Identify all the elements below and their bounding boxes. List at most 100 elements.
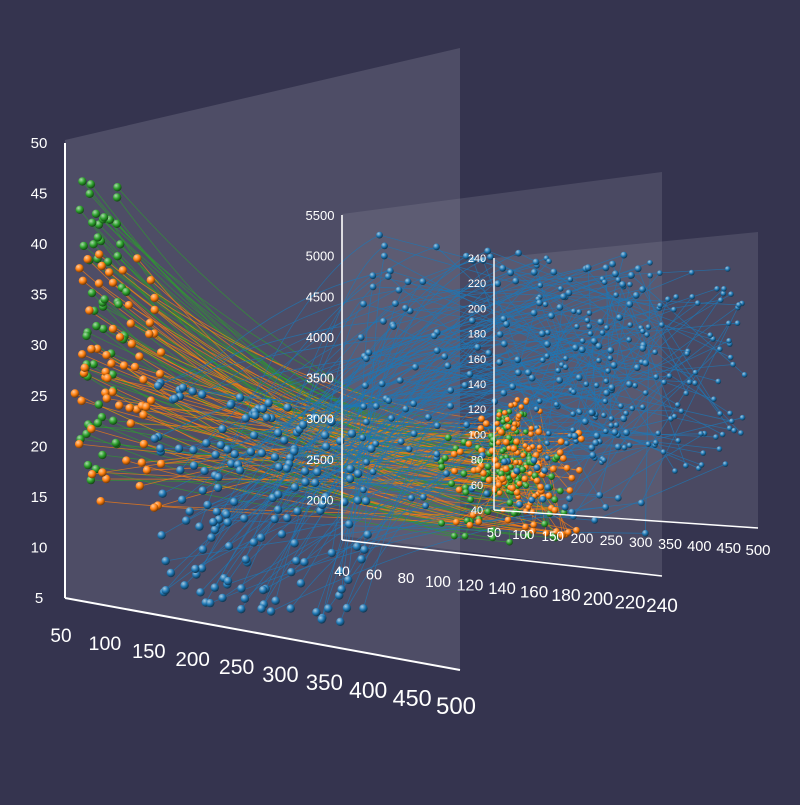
data-point (519, 466, 527, 473)
data-point (85, 306, 94, 315)
y-tick-label: 20 (31, 438, 48, 455)
data-point (390, 323, 397, 330)
data-point (536, 299, 543, 307)
data-point (118, 266, 128, 275)
data-point (717, 297, 724, 304)
data-point (623, 410, 629, 417)
data-point (484, 508, 492, 516)
data-point (506, 499, 514, 507)
data-point (94, 400, 104, 409)
data-point (529, 527, 537, 535)
data-point (483, 490, 491, 497)
data-point (541, 467, 549, 474)
data-point (588, 444, 596, 452)
data-point (259, 585, 268, 595)
y-tick-label: 35 (31, 287, 48, 304)
data-point (317, 615, 326, 624)
data-point (504, 416, 511, 423)
data-point (683, 462, 689, 469)
connection-line (214, 416, 720, 531)
data-point (618, 403, 624, 409)
data-point (336, 567, 345, 576)
data-point (647, 260, 653, 266)
data-point (385, 397, 393, 404)
x-tick-label: 200 (571, 531, 594, 546)
connection-line (227, 322, 738, 523)
data-point (290, 483, 300, 492)
connection-line (294, 259, 550, 544)
data-point (508, 402, 514, 409)
data-point (479, 452, 486, 459)
data-point (523, 508, 529, 515)
y-tick-label: 4000 (306, 331, 334, 345)
data-point (226, 400, 235, 410)
y-tick-label: 40 (31, 236, 48, 253)
data-point (89, 240, 98, 249)
data-point (565, 289, 573, 297)
data-point (523, 429, 529, 435)
data-point (528, 496, 536, 504)
data-point (628, 271, 635, 279)
x-tick-label: 450 (716, 541, 741, 557)
data-point (300, 467, 310, 476)
data-point (161, 556, 170, 566)
connection-line (223, 262, 651, 579)
data-point (188, 387, 197, 396)
data-point (223, 576, 233, 586)
data-point (444, 434, 452, 442)
data-point (523, 399, 529, 405)
data-point (728, 291, 734, 298)
data-point (468, 485, 476, 493)
data-point (553, 528, 560, 535)
data-point (586, 323, 592, 330)
data-point (422, 502, 429, 510)
x-tick-label: 40 (334, 563, 350, 579)
data-point (91, 209, 101, 218)
connection-line (102, 448, 510, 486)
data-point (189, 461, 199, 470)
data-point (270, 453, 280, 462)
data-point (412, 363, 419, 371)
data-point (158, 489, 167, 498)
data-point (75, 439, 84, 449)
x-tick-label: 100 (425, 574, 451, 591)
x-axis-1 (64, 597, 461, 671)
data-point (280, 436, 289, 445)
data-point (499, 264, 507, 272)
y-tick-label: 200 (468, 303, 486, 315)
data-point (592, 439, 599, 447)
data-point (198, 486, 207, 495)
x-tick-label: 240 (646, 596, 678, 617)
data-point (363, 355, 370, 362)
data-point (720, 290, 727, 297)
data-point (623, 429, 630, 437)
data-point (692, 369, 699, 376)
data-point (528, 431, 534, 438)
data-point (218, 424, 227, 434)
data-point (102, 351, 111, 360)
x-tick-label: 350 (658, 537, 682, 553)
data-point (514, 369, 522, 377)
data-point (608, 422, 614, 429)
connection-line (79, 209, 510, 493)
data-point (157, 531, 166, 540)
data-point (551, 496, 559, 504)
data-point (522, 523, 529, 531)
data-point (206, 598, 215, 608)
connection-line (363, 318, 611, 609)
data-point (480, 470, 487, 477)
connection-line (295, 323, 719, 562)
data-point (637, 499, 645, 507)
data-point (515, 249, 522, 257)
data-point (629, 405, 635, 412)
data-point (468, 317, 476, 325)
data-point (716, 446, 723, 452)
data-point (513, 459, 519, 466)
data-point (273, 505, 283, 514)
data-point (363, 458, 370, 466)
data-point (324, 604, 333, 613)
data-point (92, 321, 101, 331)
data-point (93, 418, 103, 428)
data-point (230, 497, 239, 507)
